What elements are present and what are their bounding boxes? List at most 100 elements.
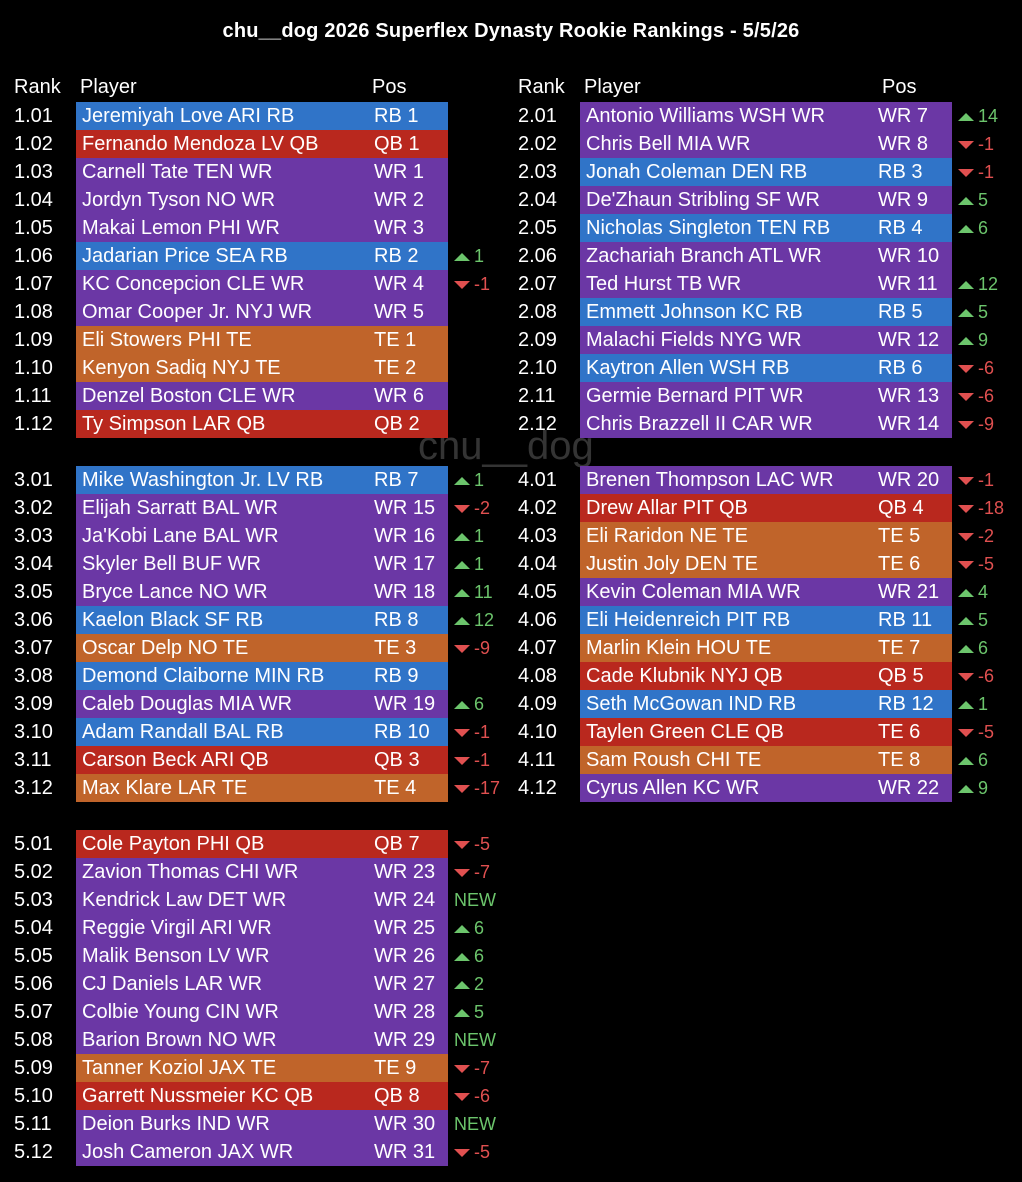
pos-cell: WR 9 [878, 189, 928, 211]
arrow-down-icon [958, 169, 974, 178]
ranking-row: 1.09 Eli Stowers PHI TE TE 1 [14, 326, 514, 354]
rank-cell: 5.11 [14, 1113, 52, 1135]
rank-cell: 2.04 [518, 189, 557, 211]
change-cell: 1 [958, 690, 988, 718]
ranking-row: 5.08 Barion Brown NO WR WR 29 NEW [14, 1026, 514, 1054]
pos-cell: RB 8 [374, 609, 419, 631]
rank-cell: 3.03 [14, 525, 53, 547]
rank-cell: 4.04 [518, 553, 557, 575]
ranking-row: 3.06 Kaelon Black SF RB RB 8 12 [14, 606, 514, 634]
position-color-bar [580, 298, 952, 326]
ranking-row: 1.12 Ty Simpson LAR QB QB 2 [14, 410, 514, 438]
position-color-bar [76, 998, 448, 1026]
pos-cell: WR 14 [878, 413, 940, 435]
ranking-row: 2.01 Antonio Williams WSH WR WR 7 14 [518, 102, 1018, 130]
pos-cell: WR 4 [374, 273, 424, 295]
pos-cell: WR 22 [878, 777, 940, 799]
ranking-row: 3.07 Oscar Delp NO TE TE 3 -9 [14, 634, 514, 662]
arrow-down-icon [958, 421, 974, 430]
rank-cell: 2.01 [518, 105, 557, 127]
change-value: -6 [978, 386, 995, 406]
change-cell: -18 [958, 494, 1004, 522]
change-cell: NEW [454, 1110, 496, 1138]
player-cell: Eli Stowers PHI TE [82, 329, 252, 351]
rank-cell: 1.04 [14, 189, 53, 211]
change-cell: 12 [958, 270, 998, 298]
player-cell: Malik Benson LV WR [82, 945, 270, 967]
change-value: 9 [978, 330, 989, 350]
arrow-up-icon [958, 617, 974, 626]
player-cell: Omar Cooper Jr. NYJ WR [82, 301, 313, 323]
rank-cell: 2.06 [518, 245, 557, 267]
arrow-down-icon [958, 561, 974, 570]
pos-cell: RB 9 [374, 665, 419, 687]
pos-cell: WR 30 [374, 1113, 436, 1135]
pos-cell: WR 12 [878, 329, 940, 351]
pos-cell: WR 21 [878, 581, 940, 603]
rank-cell: 4.05 [518, 581, 557, 603]
change-cell: -1 [958, 158, 994, 186]
rank-cell: 3.10 [14, 721, 53, 743]
ranking-row: 1.05 Makai Lemon PHI WR WR 3 [14, 214, 514, 242]
change-cell: 1 [454, 242, 484, 270]
player-cell: Denzel Boston CLE WR [82, 385, 296, 407]
rank-cell: 5.02 [14, 861, 53, 883]
player-cell: De'Zhaun Stribling SF WR [586, 189, 820, 211]
position-color-bar [76, 298, 448, 326]
ranking-row: 2.08 Emmett Johnson KC RB RB 5 5 [518, 298, 1018, 326]
position-color-bar [76, 1054, 448, 1082]
rank-cell: 4.11 [518, 749, 556, 771]
arrow-up-icon [454, 1009, 470, 1018]
change-value: 6 [474, 946, 485, 966]
position-color-bar [580, 102, 952, 130]
ranking-row: 5.07 Colbie Young CIN WR WR 28 5 [14, 998, 514, 1026]
player-cell: Josh Cameron JAX WR [82, 1141, 294, 1163]
position-color-bar [580, 662, 952, 690]
arrow-up-icon [958, 281, 974, 290]
position-color-bar [76, 102, 448, 130]
ranking-row: 1.11 Denzel Boston CLE WR WR 6 [14, 382, 514, 410]
arrow-down-icon [454, 729, 470, 738]
ranking-row: 5.01 Cole Payton PHI QB QB 7 -5 [14, 830, 514, 858]
pos-cell: WR 28 [374, 1001, 436, 1023]
ranking-row: 3.02 Elijah Sarratt BAL WR WR 15 -2 [14, 494, 514, 522]
rank-cell: 2.02 [518, 133, 557, 155]
ranking-row: 2.02 Chris Bell MIA WR WR 8 -1 [518, 130, 1018, 158]
pos-cell: WR 16 [374, 525, 436, 547]
rank-cell: 4.12 [518, 777, 557, 799]
change-cell: -7 [454, 858, 490, 886]
change-cell: -5 [958, 718, 994, 746]
ranking-row: 1.08 Omar Cooper Jr. NYJ WR WR 5 [14, 298, 514, 326]
position-color-bar [580, 186, 952, 214]
pos-cell: WR 10 [878, 245, 940, 267]
change-value: 5 [978, 610, 989, 630]
change-cell: -1 [454, 746, 490, 774]
change-cell: -1 [958, 130, 994, 158]
ranking-row: 4.04 Justin Joly DEN TE TE 6 -5 [518, 550, 1018, 578]
player-cell: Germie Bernard PIT WR [586, 385, 804, 407]
pos-cell: WR 1 [374, 161, 424, 183]
arrow-up-icon [958, 785, 974, 794]
position-color-bar [580, 774, 952, 802]
player-cell: Oscar Delp NO TE [82, 637, 249, 659]
player-cell: Skyler Bell BUF WR [82, 553, 261, 575]
rank-cell: 1.09 [14, 329, 53, 351]
position-color-bar [580, 214, 952, 242]
position-color-bar [76, 830, 448, 858]
change-cell: 6 [454, 942, 484, 970]
rank-cell: 5.12 [14, 1141, 53, 1163]
arrow-up-icon [958, 757, 974, 766]
rank-cell: 1.07 [14, 273, 53, 295]
position-color-bar [76, 410, 448, 438]
player-cell: Brenen Thompson LAC WR [586, 469, 834, 491]
rank-cell: 5.07 [14, 1001, 53, 1023]
change-cell: 1 [454, 466, 484, 494]
rank-cell: 1.08 [14, 301, 53, 323]
change-cell: -6 [958, 662, 994, 690]
player-cell: Caleb Douglas MIA WR [82, 693, 293, 715]
arrow-up-icon [454, 477, 470, 486]
ranking-row: 2.04 De'Zhaun Stribling SF WR WR 9 5 [518, 186, 1018, 214]
change-cell: 1 [454, 522, 484, 550]
rank-cell: 2.03 [518, 161, 557, 183]
ranking-row: 2.11 Germie Bernard PIT WR WR 13 -6 [518, 382, 1018, 410]
